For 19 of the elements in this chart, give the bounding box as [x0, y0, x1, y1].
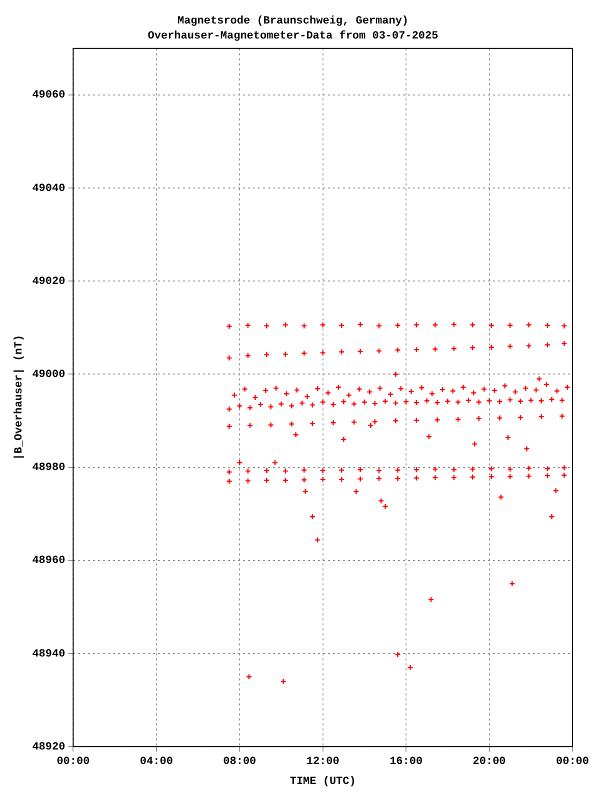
chart-title: Magnetsrode (Braunschweig, Germany): [177, 15, 409, 28]
y-tick-label: 48960: [32, 555, 66, 568]
y-tick-label: 49000: [32, 368, 66, 381]
y-tick-label: 48920: [32, 741, 66, 754]
x-tick-label: 08:00: [223, 756, 256, 768]
y-axis-title: |B_Overhauser| (nT): [13, 334, 26, 460]
x-tick-label: 12:00: [306, 756, 340, 768]
y-tick-label: 48980: [32, 462, 66, 474]
x-tick-label: 04:00: [140, 756, 173, 768]
x-tick-label: 20:00: [472, 756, 506, 768]
y-tick-label: 48940: [32, 648, 66, 660]
chart-subtitle: Overhauser-Magnetometer-Data from 03-07-2025: [148, 30, 439, 43]
x-tick-label: 16:00: [390, 756, 423, 768]
y-tick-label: 49040: [32, 182, 66, 195]
x-tick-label: 00:00: [556, 756, 590, 768]
y-tick-label: 49060: [32, 90, 66, 102]
x-axis-title: TIME (UTC): [290, 776, 356, 788]
y-tick-label: 49020: [32, 276, 66, 288]
x-tick-label: 00:00: [56, 756, 90, 768]
